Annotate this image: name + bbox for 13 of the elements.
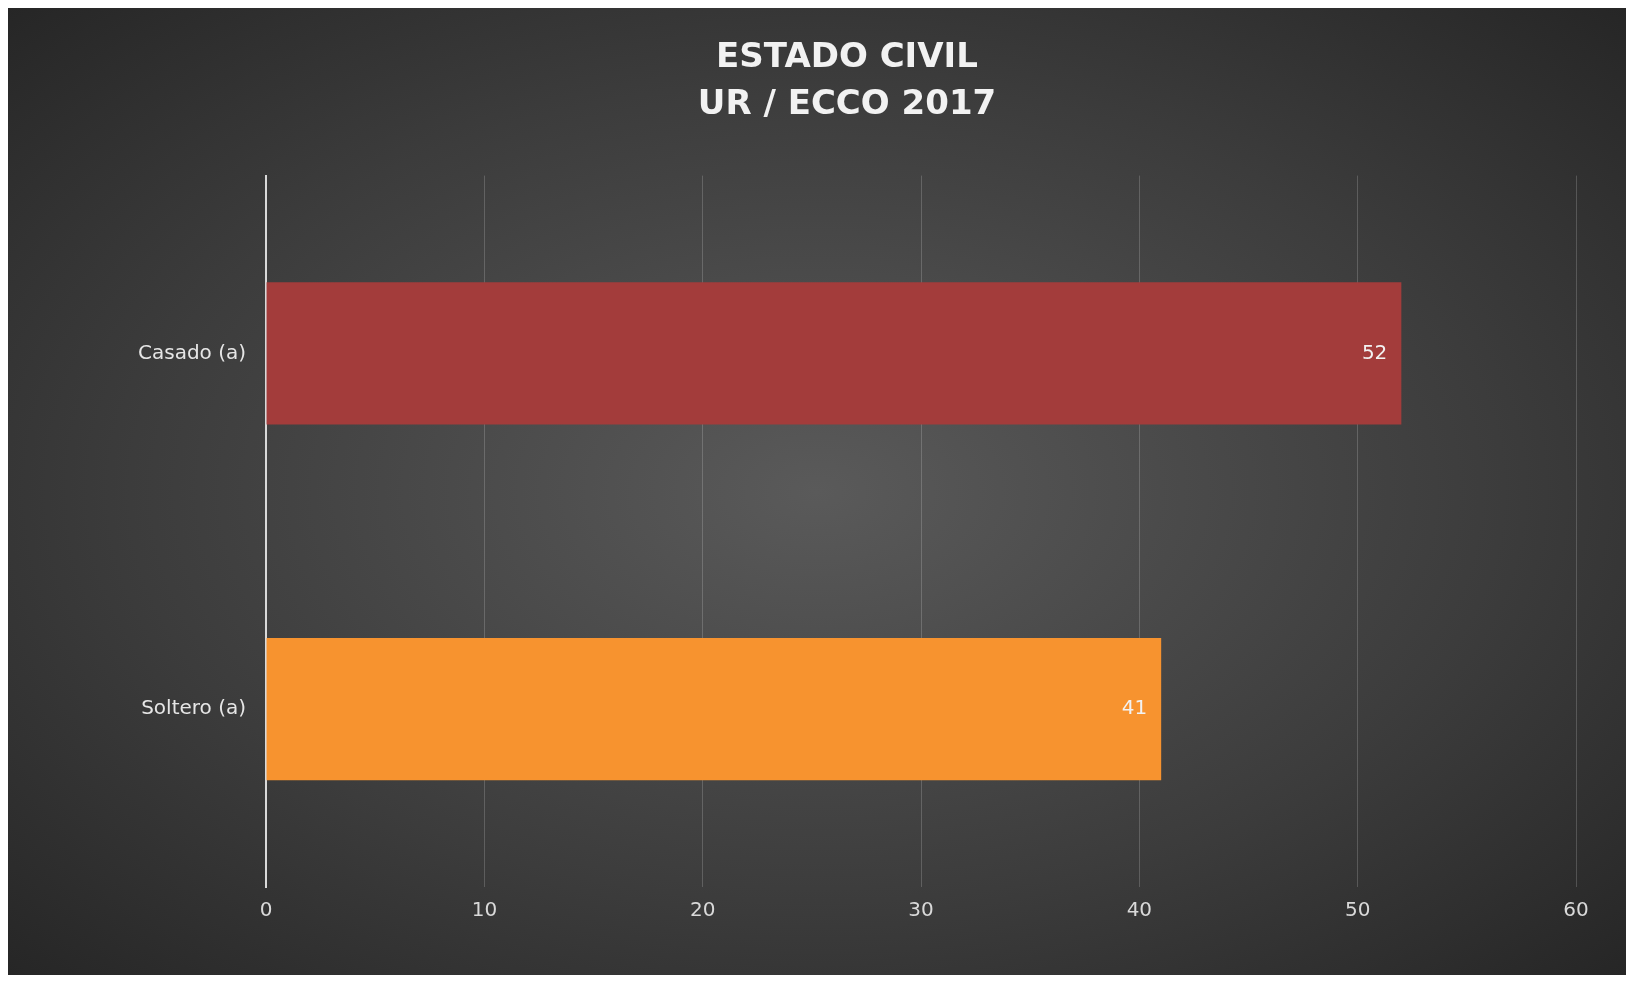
- x-tick-label: 20: [689, 897, 716, 922]
- x-tick-label: 10: [471, 897, 498, 922]
- x-tick-label: 0: [259, 897, 273, 922]
- chart-subtitle: UR / ECCO 2017: [697, 82, 997, 123]
- data-label: 41: [1121, 695, 1148, 720]
- x-tick-label: 50: [1344, 897, 1371, 922]
- data-label: 52: [1361, 339, 1388, 364]
- y-tick-label: Soltero (a): [141, 695, 247, 720]
- x-tick-label: 40: [1126, 897, 1153, 922]
- chart-title: ESTADO CIVIL: [716, 35, 978, 76]
- x-tick-label: 60: [1563, 897, 1589, 922]
- x-tick-label: 30: [908, 897, 934, 922]
- y-tick-label: Casado (a): [138, 339, 247, 364]
